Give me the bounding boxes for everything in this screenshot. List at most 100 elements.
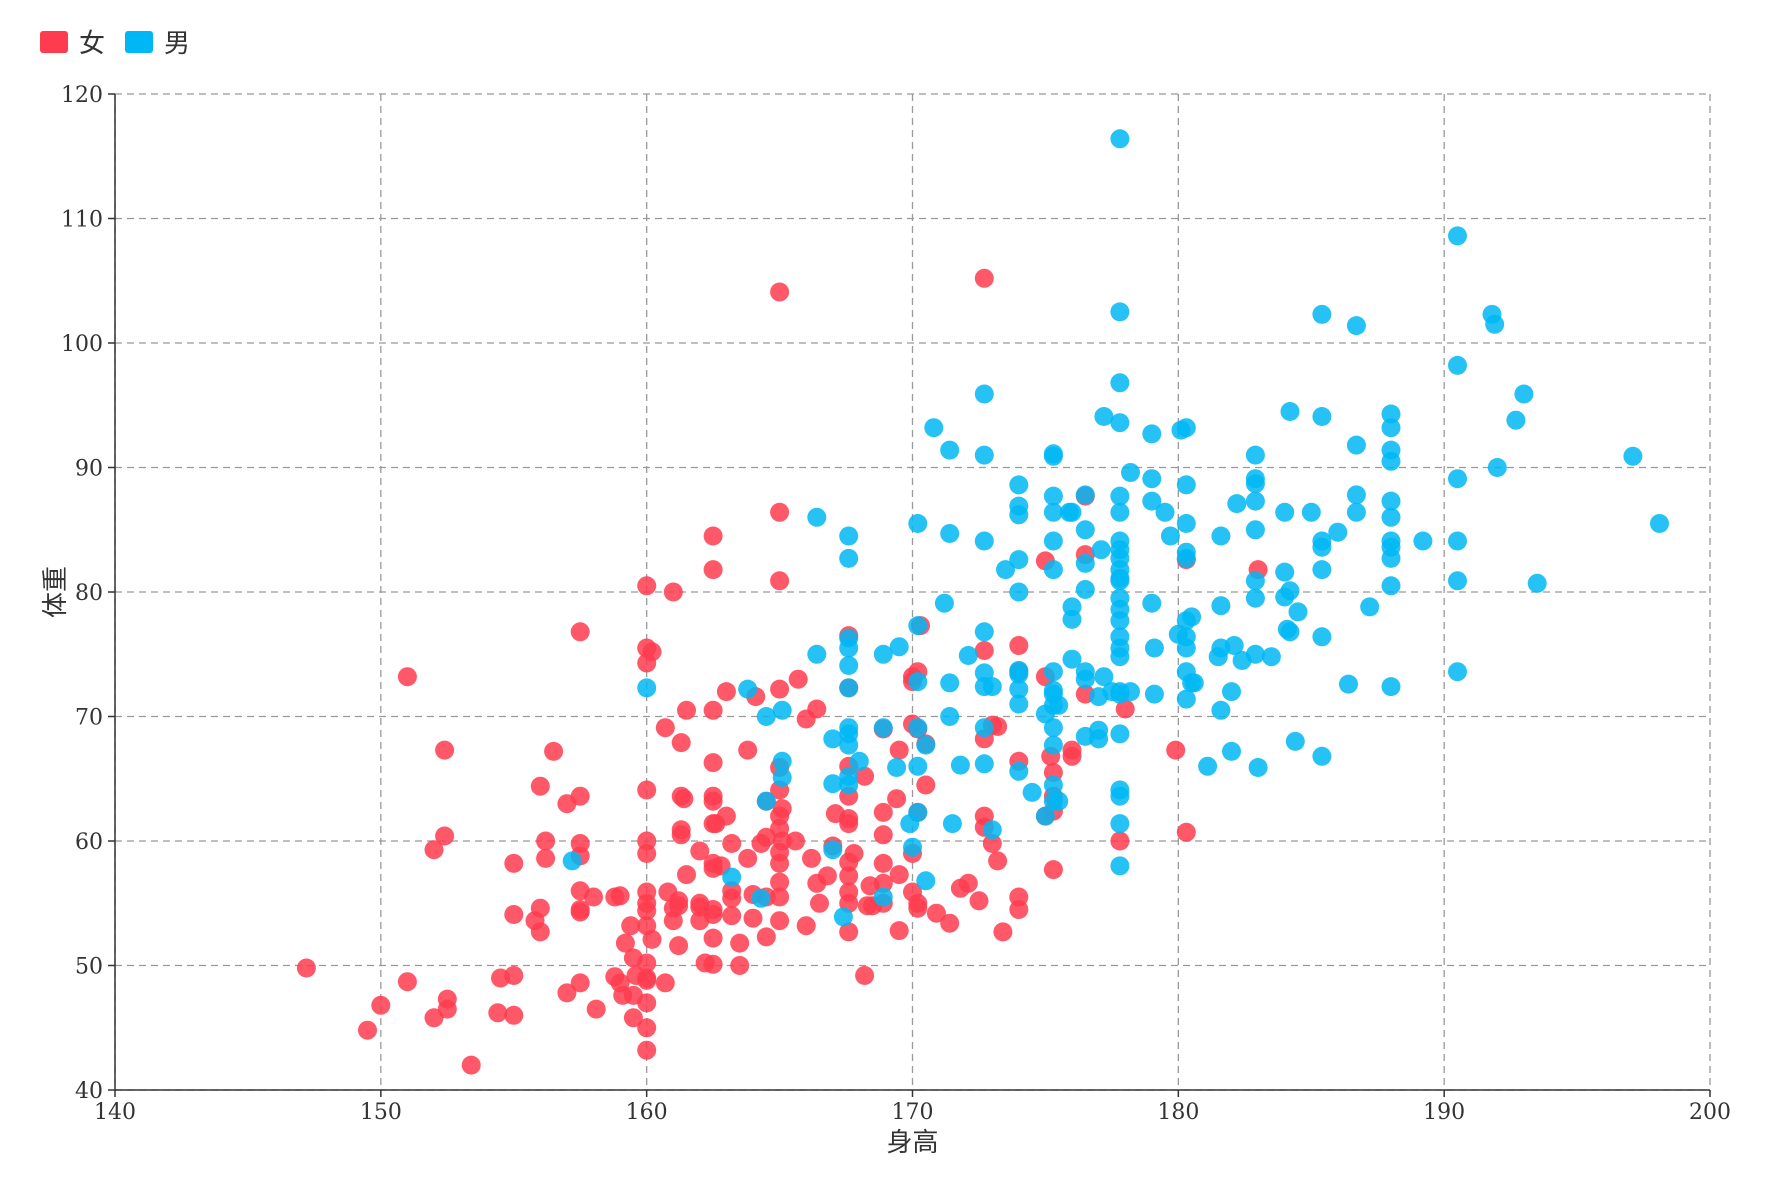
data-point <box>1110 724 1130 744</box>
data-point <box>1176 418 1196 438</box>
data-point <box>1448 531 1467 551</box>
data-point <box>674 789 694 809</box>
data-point <box>570 622 590 642</box>
legend-item-0[interactable]: 女 <box>40 29 105 59</box>
data-point <box>637 576 657 596</box>
data-point <box>934 593 954 613</box>
data-point <box>889 637 909 657</box>
data-point <box>770 911 790 931</box>
data-point <box>908 756 928 776</box>
data-point <box>1110 831 1130 851</box>
data-point <box>637 970 657 990</box>
data-point <box>1245 588 1265 608</box>
data-point <box>1514 384 1534 404</box>
data-point <box>1009 679 1029 699</box>
x-tick-label: 170 <box>892 1100 934 1125</box>
data-point <box>1448 662 1467 682</box>
data-point <box>823 729 843 749</box>
x-axis-label: 身高 <box>886 1128 938 1158</box>
data-point <box>1312 407 1332 426</box>
data-point <box>1245 571 1265 591</box>
data-point <box>743 908 763 928</box>
data-point <box>873 873 893 893</box>
data-point <box>839 814 859 834</box>
data-point <box>1211 596 1231 616</box>
data-point <box>1144 684 1164 704</box>
data-point <box>873 802 893 822</box>
data-point <box>1043 531 1063 551</box>
data-point <box>504 966 524 985</box>
data-point <box>1245 491 1265 511</box>
data-point <box>1339 674 1358 694</box>
data-point <box>916 735 936 755</box>
data-point <box>1176 822 1196 842</box>
data-point <box>796 916 816 936</box>
data-point <box>1009 550 1029 570</box>
data-point <box>1280 402 1300 421</box>
data-point <box>1381 418 1401 438</box>
data-point <box>770 872 790 892</box>
data-point <box>584 887 603 907</box>
data-point <box>637 993 657 1013</box>
data-point <box>621 916 641 936</box>
data-point <box>1211 526 1231 546</box>
data-point <box>974 754 994 774</box>
data-point <box>397 972 417 992</box>
data-point <box>833 907 853 927</box>
data-point <box>1381 451 1401 471</box>
data-point <box>940 673 960 693</box>
data-point <box>1089 729 1109 749</box>
series-1 <box>562 129 1669 927</box>
data-point <box>1312 627 1332 647</box>
data-point <box>424 840 444 860</box>
data-point <box>1043 775 1063 795</box>
data-point <box>940 524 960 543</box>
data-points <box>296 129 1669 1075</box>
data-point <box>873 853 893 873</box>
data-point <box>770 887 790 907</box>
data-point <box>1176 514 1196 533</box>
data-point <box>488 1003 508 1023</box>
data-point <box>1009 900 1029 919</box>
data-point <box>1381 576 1401 596</box>
data-point <box>637 1040 657 1060</box>
x-tick-label: 200 <box>1689 1100 1731 1125</box>
legend[interactable]: 女男 <box>40 29 190 59</box>
data-point <box>1075 580 1095 599</box>
data-point <box>703 928 723 948</box>
y-tick-label: 100 <box>61 332 103 357</box>
data-point <box>1312 537 1332 557</box>
data-point <box>950 755 970 775</box>
data-point <box>772 751 792 771</box>
data-point <box>722 834 742 853</box>
data-point <box>1155 502 1175 522</box>
data-point <box>988 851 1008 871</box>
y-tick-label: 40 <box>75 1079 103 1104</box>
data-point <box>1381 507 1401 527</box>
data-point <box>1448 355 1467 375</box>
data-point <box>887 758 907 777</box>
data-point <box>722 906 742 926</box>
data-point <box>1413 531 1433 551</box>
data-point <box>1009 475 1029 495</box>
data-point <box>536 831 556 851</box>
x-tick-label: 180 <box>1157 1100 1199 1125</box>
data-point <box>1245 644 1265 664</box>
legend-item-1[interactable]: 男 <box>125 29 190 59</box>
data-point <box>756 707 776 726</box>
data-point <box>437 989 457 1009</box>
data-point <box>1288 602 1308 622</box>
data-point <box>974 384 994 404</box>
data-point <box>1110 413 1130 433</box>
legend-label: 女 <box>79 29 105 59</box>
data-point <box>562 851 582 871</box>
data-point <box>637 678 657 698</box>
data-point <box>358 1020 377 1040</box>
data-point <box>839 735 859 755</box>
data-point <box>1184 673 1204 693</box>
data-point <box>1176 475 1196 495</box>
data-point <box>807 699 827 719</box>
y-tick-label: 120 <box>61 83 103 108</box>
data-point <box>974 622 994 642</box>
